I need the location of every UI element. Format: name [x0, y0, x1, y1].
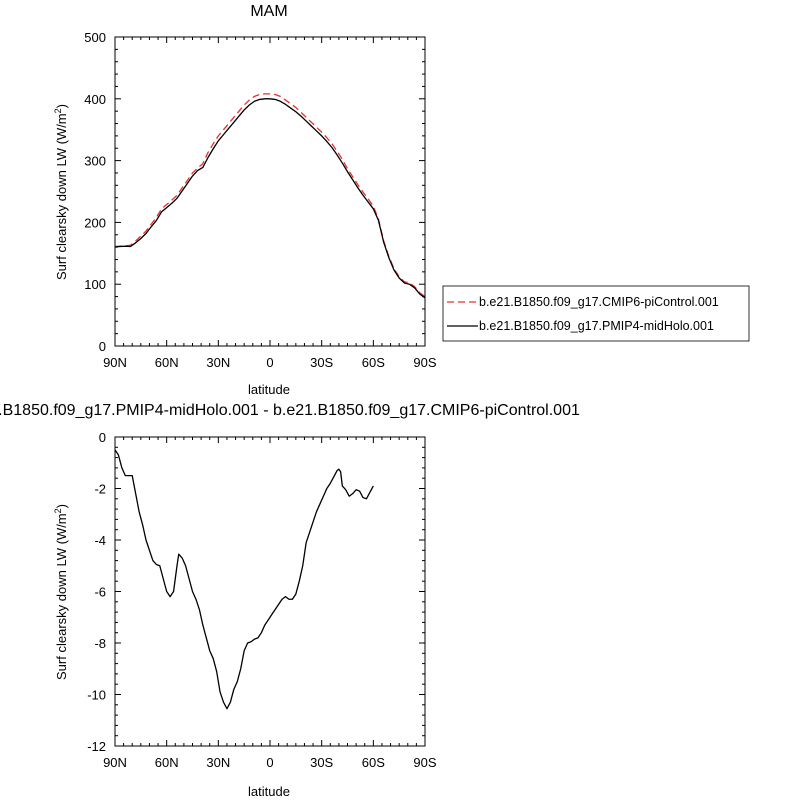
chart-top-x-tick-label: 90S [413, 355, 436, 370]
chart-bottom-x-tick-label: 60N [155, 755, 179, 770]
chart-bottom-y-tick-label: -4 [94, 533, 106, 548]
chart-bottom-y-tick-label: -6 [94, 585, 106, 600]
chart-top-x-tick-label: 90N [103, 355, 127, 370]
chart-bottom-x-tick-label: 60S [362, 755, 385, 770]
chart-top-x-tick-label: 0 [266, 355, 273, 370]
chart-top-y-tick-label: 200 [84, 215, 106, 230]
chart-bottom-x-tick-label: 90S [413, 755, 436, 770]
chart-bottom: b.e21.B1850.f09_g17.PMIP4-midHolo.001 - … [0, 402, 580, 799]
chart-bottom-y-tick-label: 0 [99, 430, 106, 445]
chart-top-x-tick-label: 30S [310, 355, 333, 370]
chart-bottom-frame [114, 436, 426, 747]
chart-bottom-x-tick-label: 30N [206, 755, 230, 770]
chart-top-y-axis-label-main: Surf clearsky down LW (W/m [54, 113, 69, 280]
chart-bottom-x-tick-label: 90N [103, 755, 127, 770]
chart-bottom-plot-area: 90N 60N 30N 0 30S 60S 90S 0 -2 -4 -6 -8 -10 -12 [87, 430, 437, 770]
chart-top-title: MAM [250, 3, 287, 20]
chart-bottom-series-line-0 [114, 449, 374, 710]
legend-box [442, 285, 750, 342]
chart-bottom-y-axis-label-main: Surf clearsky down LW (W/m [54, 513, 69, 680]
chart-bottom-y-axis-label-sup: 2 [53, 508, 63, 513]
chart-top-y-tick-label: 100 [84, 277, 106, 292]
chart-top-x-tick-label: 30N [206, 355, 230, 370]
chart-bottom-y-tick-label: -2 [94, 482, 106, 497]
chart-top-y-axis-label: Surf clearsky down LW (W/m2) [53, 104, 69, 280]
chart-top: MAM 90N 60N 30N 0 30S 60S 90S0100200300400500 … [53, 3, 750, 397]
chart-bottom-title: b.e21.B1850.f09_g17.PMIP4-midHolo.001 - … [0, 402, 580, 419]
legend-label-piControl: b.e21.B1850.f09_g17.CMIP6-piControl.001 [479, 295, 719, 309]
chart-top-y-axis-label-close: ) [54, 104, 69, 108]
chart-bottom-x-axis-label: latitude [248, 784, 290, 799]
chart-bottom-y-tick-label: -10 [87, 688, 106, 703]
chart-top-series-line-0 [114, 93, 426, 298]
legend-label-midHolo: b.e21.B1850.f09_g17.PMIP4-midHolo.001 [479, 319, 714, 333]
chart-bottom-y-axis-label-close: ) [54, 504, 69, 508]
chart-top-y-tick-label: 400 [84, 92, 106, 107]
chart-top-x-axis-label: latitude [248, 382, 290, 397]
chart-bottom-y-tick-label: -8 [94, 636, 106, 651]
chart-bottom-y-tick-label: -12 [87, 739, 106, 754]
chart-top-x-tick-label: 60N [155, 355, 179, 370]
chart-bottom-y-axis-label: Surf clearsky down LW (W/m2) [53, 504, 69, 680]
chart-bottom-x-tick-label: 0 [266, 755, 273, 770]
chart-bottom-x-tick-label: 30S [310, 755, 333, 770]
chart-top-y-tick-label: 0 [99, 339, 106, 354]
chart-top-series-line-1 [114, 98, 426, 299]
chart-top-x-tick-label: 60S [362, 355, 385, 370]
chart-top-y-axis-label-sup: 2 [53, 108, 63, 113]
chart-top-plot-area: 90N 60N 30N 0 30S 60S 90S 0 100 200 300 400 500 [84, 30, 437, 370]
chart-top-legend: b.e21.B1850.f09_g17.CMIP6-piControl.001 … [442, 285, 750, 342]
chart-top-frame [114, 36, 426, 347]
chart-top-y-tick-label: 300 [84, 154, 106, 169]
chart-top-y-tick-label: 500 [84, 30, 106, 45]
